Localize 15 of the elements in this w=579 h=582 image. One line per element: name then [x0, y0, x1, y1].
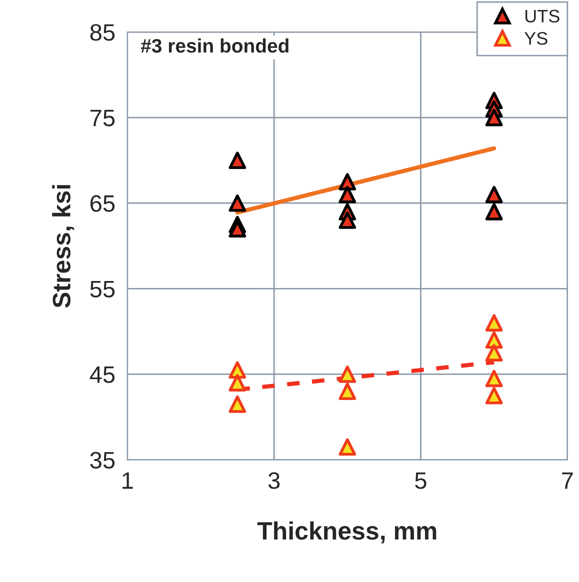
x-axis-title: Thickness, mm	[257, 521, 436, 544]
y-tick-label: 75	[90, 110, 115, 126]
x-tick-label: 5	[415, 472, 426, 489]
y-tick-label: 65	[90, 195, 115, 212]
legend-label: YS	[524, 32, 548, 45]
y-tick-label: 45	[90, 366, 115, 384]
y-axis-title: Stress, ksi	[52, 185, 74, 308]
chart-title: #3 resin bonded	[140, 38, 288, 53]
x-tick-label: 1	[122, 472, 133, 489]
x-tick-label: 7	[562, 472, 573, 489]
y-tick-label: 35	[90, 452, 115, 469]
x-tick-label: 3	[268, 472, 280, 489]
y-tick-label: 85	[90, 24, 115, 41]
legend-label: UTS	[525, 10, 560, 23]
y-tick-label: 55	[90, 280, 115, 298]
